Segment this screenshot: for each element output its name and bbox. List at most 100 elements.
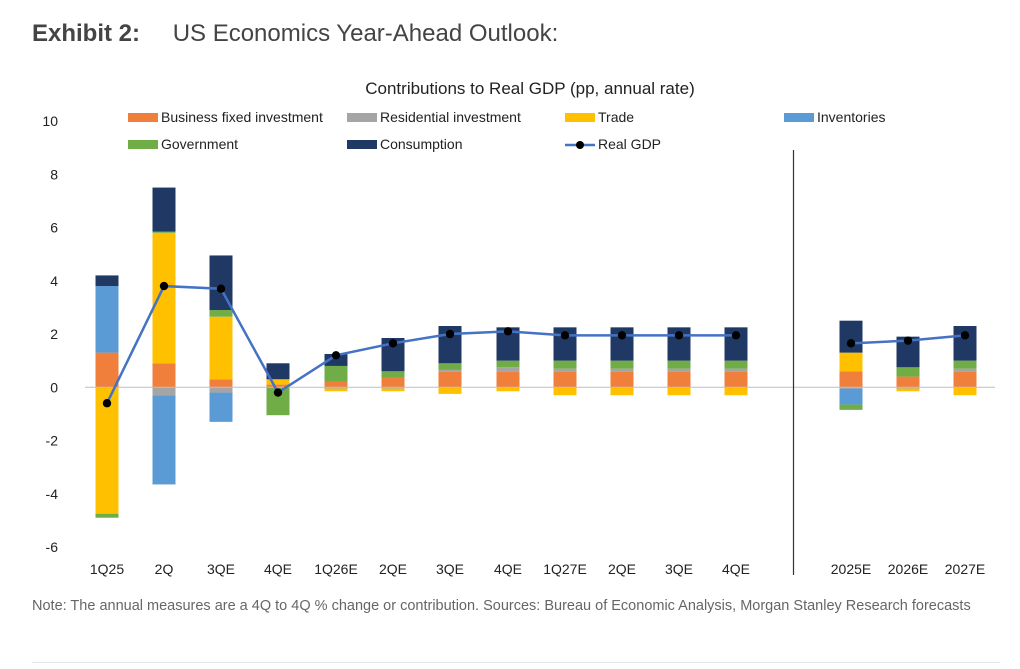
exhibit-header: Exhibit 2: US Economics Year-Ahead Outlo… (32, 20, 558, 48)
bar-segment-government (209, 310, 233, 317)
bar-segment-business-fixed-investment (438, 371, 462, 388)
bar-segment-consumption (95, 275, 119, 287)
bar-segment-residential-investment (209, 387, 233, 393)
bar-segment-consumption (266, 363, 290, 380)
real-gdp-point (960, 331, 970, 340)
bar-segment-business-fixed-investment (266, 384, 290, 388)
bar-segment-consumption (896, 336, 920, 368)
x-tick-label: 2025E (831, 561, 871, 577)
x-tick-label: 2026E (888, 561, 928, 577)
bars-layer (95, 187, 977, 518)
bar-segment-inventories (839, 388, 863, 405)
bar-segment-residential-investment (839, 387, 863, 389)
bar-segment-government (266, 387, 290, 416)
bar-segment-business-fixed-investment (667, 371, 691, 388)
bar-segment-government (496, 360, 520, 368)
bar-segment-inventories (209, 392, 233, 422)
bar-segment-business-fixed-investment (496, 371, 520, 388)
x-tick-label: 4QE (722, 561, 750, 577)
y-tick-label: -4 (46, 486, 59, 502)
zero-line-layer (85, 150, 995, 575)
bar-segment-government (152, 231, 176, 233)
chart-title: Contributions to Real GDP (pp, annual ra… (365, 79, 694, 98)
y-axis: 10 8 6 4 2 0 -2 -4 -6 (42, 113, 58, 555)
real-gdp-point (674, 331, 684, 340)
y-tick-label: 10 (42, 113, 58, 129)
real-gdp-point (159, 281, 169, 291)
bar-segment-trade (496, 387, 520, 392)
bar-segment-residential-investment (610, 368, 634, 372)
bar-segment-business-fixed-investment (324, 381, 348, 388)
legend-swatch (128, 140, 158, 149)
y-tick-label: 0 (50, 379, 58, 395)
bar-segment-consumption (324, 353, 348, 366)
bar-segment-government (438, 363, 462, 370)
bottom-divider (32, 662, 1000, 663)
exhibit-title: US Economics Year-Ahead Outlook: (172, 20, 559, 47)
bar-segment-trade (896, 388, 920, 392)
x-tick-label: 1Q25 (90, 561, 124, 577)
legend-label: Real GDP (598, 136, 661, 152)
bar-segment-trade (152, 232, 176, 364)
bar-segment-business-fixed-investment (152, 363, 176, 388)
legend-swatch (128, 113, 158, 122)
bar-segment-trade (95, 387, 119, 514)
x-axis: 1Q25 2Q 3QE 4QE 1Q26E 2QE 3QE 4QE 1Q27E 2QE 3QE 4QE… (90, 561, 985, 577)
x-tick-label: 2Q (155, 561, 174, 577)
bar-segment-consumption (496, 327, 520, 361)
bar-segment-consumption (839, 320, 863, 353)
footnote: Note: The annual measures are a 4Q to 4Q… (32, 598, 971, 614)
bar-segment-government (610, 360, 634, 369)
exhibit-label: Exhibit 2: (32, 20, 141, 47)
legend-label: Business fixed investment (161, 109, 323, 125)
legend-swatch (784, 113, 814, 122)
real-gdp-point (102, 399, 112, 408)
y-tick-label: -2 (46, 433, 59, 449)
bar-segment-business-fixed-investment (953, 371, 977, 388)
bar-segment-government (553, 360, 577, 369)
bar-segment-consumption (381, 337, 405, 372)
legend-label: Government (161, 136, 238, 152)
legend-swatch (347, 140, 377, 149)
bar-segment-inventories (95, 286, 119, 353)
bar-segment-residential-investment (496, 367, 520, 372)
bar-segment-inventories (152, 395, 176, 485)
bar-segment-government (324, 365, 348, 382)
x-tick-label: 4QE (264, 561, 292, 577)
legend-label: Inventories (817, 109, 885, 125)
real-gdp-point (388, 339, 398, 348)
bar-segment-residential-investment (896, 387, 920, 389)
bar-segment-trade (381, 388, 405, 392)
bar-segment-government (953, 360, 977, 369)
bar-segment-government (896, 367, 920, 377)
gdp-contributions-chart: Contributions to Real GDP (pp, annual ra… (42, 79, 995, 577)
real-gdp-line (105, 284, 736, 404)
real-gdp-point (903, 336, 913, 345)
x-tick-label: 3QE (665, 561, 693, 577)
bar-segment-trade (610, 387, 634, 396)
bar-segment-trade (209, 316, 233, 380)
bar-segment-trade (667, 387, 691, 396)
real-gdp-point (617, 331, 627, 340)
bar-segment-residential-investment (381, 387, 405, 389)
bar-segment-residential-investment (553, 368, 577, 372)
real-gdp-point (331, 351, 341, 360)
bar-segment-trade (839, 352, 863, 372)
x-tick-label: 1Q26E (314, 561, 358, 577)
bar-segment-government (724, 360, 748, 369)
bar-segment-business-fixed-investment (95, 352, 119, 388)
y-tick-label: 6 (50, 220, 58, 236)
bar-segment-business-fixed-investment (839, 371, 863, 388)
chart-legend: Business fixed investment Residential inv… (128, 109, 885, 152)
x-tick-label: 2027E (945, 561, 985, 577)
bar-segment-business-fixed-investment (381, 377, 405, 388)
real-gdp-point (503, 327, 513, 336)
x-tick-label: 1Q27E (543, 561, 587, 577)
bar-segment-residential-investment (152, 387, 176, 396)
bar-segment-business-fixed-investment (553, 371, 577, 388)
bar-segment-residential-investment (953, 368, 977, 372)
bar-segment-residential-investment (324, 387, 348, 389)
bar-segment-government (667, 360, 691, 369)
x-tick-label: 2QE (379, 561, 407, 577)
bar-segment-government (839, 404, 863, 410)
